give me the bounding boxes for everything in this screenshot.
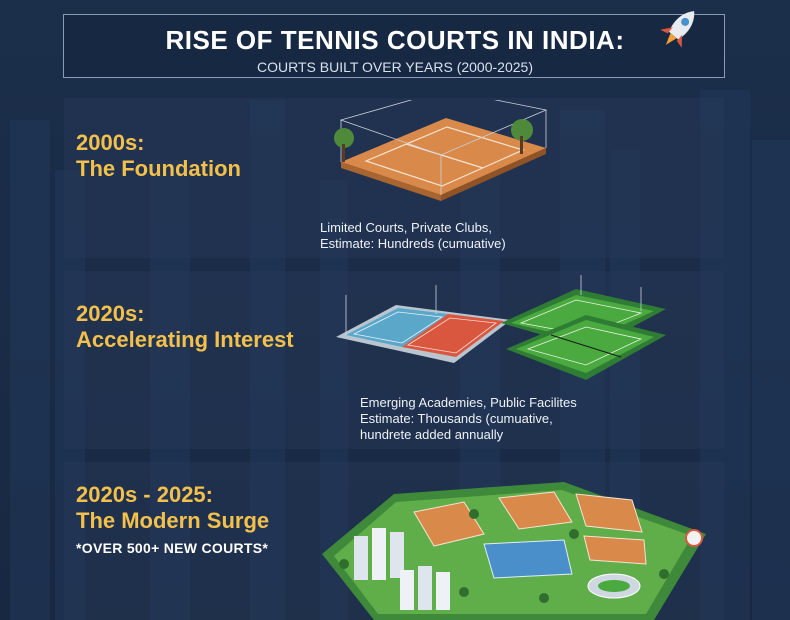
section-heading: 2020s - 2025: The Modern Surge <box>76 482 269 534</box>
section-caption: Limited Courts, Private Clubs, Estimate:… <box>320 220 506 252</box>
era-title: Accelerating Interest <box>76 327 294 352</box>
era-label: 2000s: <box>76 130 145 155</box>
sports-complex-illustration <box>322 482 706 620</box>
era-label: 2020s: <box>76 301 145 326</box>
section-2000s: 2000s: The Foundation Limited Courts, Pr… <box>64 98 724 258</box>
page-title: RISE OF TENNIS COURTS IN INDIA: <box>165 25 625 55</box>
rocket-icon <box>660 11 695 48</box>
section-heading: 2000s: The Foundation <box>76 130 241 182</box>
page-subtitle: COURTS BUILT OVER YEARS (2000-2025) <box>257 59 533 75</box>
caption-line: Estimate: Hundreds (cumuative) <box>320 236 506 251</box>
section-2020s: 2020s: Accelerating Interest Emerging Ac… <box>64 271 724 449</box>
section-heading: 2020s: Accelerating Interest <box>76 301 294 353</box>
caption-line: Estimate: Thousands (cumuative, <box>360 411 553 426</box>
era-title: The Modern Surge <box>76 508 270 533</box>
caption-line: Limited Courts, Private Clubs, <box>320 220 492 235</box>
era-label: 2020s - 2025: <box>76 482 213 507</box>
hard-and-grass-courts-illustration <box>336 275 666 380</box>
header-banner: RISE OF TENNIS COURTS IN INDIA: COURTS B… <box>63 14 725 78</box>
caption-line: hundrete added annually <box>360 427 504 442</box>
section-2020s-2025: 2020s - 2025: The Modern Surge *OVER 500… <box>64 462 724 620</box>
clay-court-illustration <box>334 100 548 201</box>
new-courts-highlight: *OVER 500+ NEW COURTS* <box>76 540 269 556</box>
caption-line: Emerging Academies, Public Facilites <box>360 395 577 410</box>
section-caption: Emerging Academies, Public Facilites Est… <box>360 395 577 443</box>
era-title: The Foundation <box>76 156 241 181</box>
